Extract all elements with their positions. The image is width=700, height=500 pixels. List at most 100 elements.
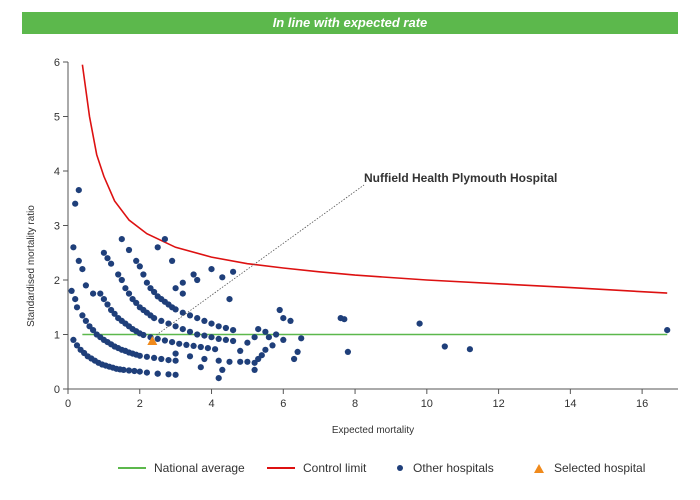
hospital-point [197,364,204,371]
hospital-point [237,347,244,354]
hospital-point [136,352,143,359]
hospital-point [208,334,215,341]
hospital-point [194,315,201,322]
hospital-point [75,187,82,194]
hospital-point [441,343,448,350]
hospital-point [143,369,150,376]
hospital-point [115,271,122,278]
hospital-point [90,290,97,297]
hospital-point [90,327,97,334]
hospital-point [161,337,168,344]
other-hospitals-swatch [397,465,403,471]
hospital-point [136,368,143,375]
national-average-swatch [118,467,146,469]
hospital-point [72,296,79,303]
control-limit-swatch [267,467,295,469]
hospital-point [118,236,125,243]
hospital-point [244,339,251,346]
legend-average-label: National average [154,461,245,475]
annotation-leader-line [156,184,365,336]
selected-hospital-swatch [534,463,544,473]
hospital-point [140,271,147,278]
hospital-point [273,331,280,338]
hospital-point [82,317,89,324]
y-tick-label: 4 [54,166,60,178]
x-tick-label: 12 [492,398,504,410]
hospital-point [269,342,276,349]
hospital-point [68,287,75,294]
hospital-point [244,358,251,365]
hospital-point [131,367,138,375]
hospital-point [179,309,186,316]
hospital-point [190,271,197,278]
hospital-point [251,366,258,373]
hospital-point [172,285,179,292]
annotation-label: Nuffield Health Plymouth Hospital [364,171,557,185]
legend-national-average: National average [118,461,245,475]
hospital-point [186,312,194,319]
hospital-point [215,357,222,364]
y-tick-label: 6 [54,57,60,69]
hospital-point [73,342,81,349]
hospital-point [287,317,294,324]
hospital-point [186,353,194,360]
hospital-point [280,336,287,343]
hospital-point [276,306,283,314]
hospital-point [70,244,77,251]
hospital-point [664,327,671,334]
x-axis-label: Expected mortality [332,425,414,436]
hospital-point [108,260,115,267]
hospital-point [143,279,150,286]
hospital-point [73,304,81,311]
hospital-point [230,268,237,275]
hospital-point [140,331,147,339]
x-tick-label: 10 [421,398,433,410]
hospital-point [183,341,190,348]
hospital-point [179,326,186,333]
hospital-point [262,328,269,335]
x-tick-label: 6 [280,398,286,410]
hospital-point [82,282,89,289]
hospital-point [255,326,262,333]
result-banner: In line with expected rate [22,12,678,34]
y-tick-label: 1 [54,330,60,342]
hospital-point [151,288,158,296]
hospital-point [165,357,172,364]
hospital-point [158,355,165,363]
hospital-point [118,276,125,284]
x-tick-label: 8 [352,398,358,410]
hospital-point [151,315,158,322]
hospital-point [226,296,233,303]
x-tick-label: 4 [208,398,214,410]
hospital-point [215,375,222,382]
x-tick-label: 16 [636,398,648,410]
legend-selected-hospital: Selected hospital [534,461,645,475]
hospital-point [75,257,82,264]
hospital-point [226,358,233,365]
hospital-point [237,358,244,365]
hospital-point [219,274,226,281]
hospital-point [201,317,208,324]
hospital-point [190,342,197,349]
hospital-point [298,335,305,342]
hospital-point [294,348,301,355]
legend-others-label: Other hospitals [413,461,494,475]
hospital-point [222,324,229,332]
hospital-point [251,334,258,341]
hospital-point [208,266,215,273]
hospital-point [136,263,143,270]
hospital-point [194,331,201,338]
y-tick-label: 3 [54,221,60,233]
hospital-point [280,315,287,322]
hospital-point [179,279,186,286]
hospital-point [70,336,77,343]
hospital-point [72,200,79,207]
chart-legend: National average Control limit Other hos… [0,461,700,477]
hospital-point [172,371,179,378]
hospital-point [161,236,168,243]
hospital-point [169,339,176,346]
hospital-point [172,357,179,364]
hospital-point [165,320,172,327]
hospital-point [133,299,140,306]
hospital-point [172,350,179,357]
